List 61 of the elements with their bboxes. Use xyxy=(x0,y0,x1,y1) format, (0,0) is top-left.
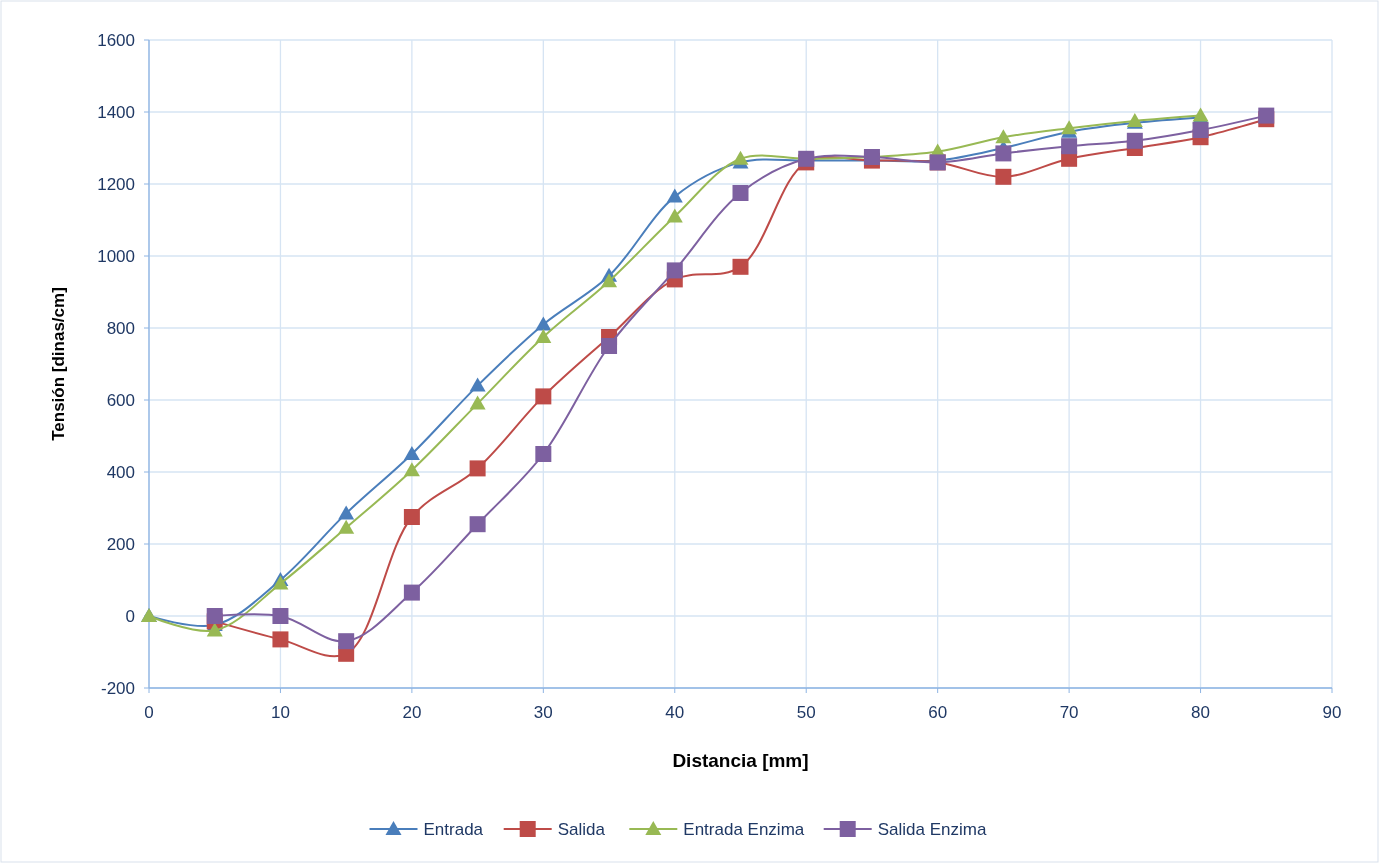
point xyxy=(601,338,618,354)
point xyxy=(206,622,223,637)
y-tick-label: 1600 xyxy=(97,30,135,50)
point xyxy=(732,258,749,275)
point xyxy=(403,584,420,601)
legend-label: Entrada xyxy=(423,819,484,839)
point xyxy=(469,516,486,533)
point xyxy=(995,145,1012,162)
y-tick-label: 1000 xyxy=(97,246,135,266)
x-tick-label: 50 xyxy=(796,703,816,722)
point xyxy=(666,262,683,279)
x-tick-label: 10 xyxy=(270,703,290,722)
point xyxy=(272,575,289,590)
point xyxy=(206,608,223,624)
legend-label: Salida xyxy=(557,819,606,839)
y-tick-label: 1200 xyxy=(97,174,135,194)
point xyxy=(535,329,552,343)
point xyxy=(403,462,420,477)
x-tick-label: 60 xyxy=(928,703,948,722)
y-tick-label: -200 xyxy=(100,678,135,698)
x-tick-label: 70 xyxy=(1059,703,1079,722)
point xyxy=(535,316,552,331)
legend-label: Entrada Enzima xyxy=(683,819,805,839)
point xyxy=(666,208,683,223)
point xyxy=(469,377,486,392)
x-tick-label: 0 xyxy=(144,703,154,722)
point xyxy=(732,150,749,165)
point xyxy=(469,395,486,410)
point xyxy=(272,608,289,624)
point xyxy=(995,129,1012,144)
point xyxy=(1126,132,1143,149)
point xyxy=(666,188,683,203)
x-tick-label: 30 xyxy=(533,703,553,722)
point xyxy=(338,519,355,534)
y-tick-label: 200 xyxy=(106,534,135,554)
legend-label: Salida Enzima xyxy=(877,819,987,839)
x-tick-label: 40 xyxy=(665,703,685,722)
point xyxy=(403,446,420,460)
point xyxy=(272,631,289,648)
y-axis-title: Tensión [dinas/cm] xyxy=(49,287,68,441)
y-tick-label: 800 xyxy=(106,318,135,338)
point xyxy=(1258,107,1275,124)
point xyxy=(469,460,486,477)
x-tick-label: 80 xyxy=(1191,703,1211,722)
x-axis-title: Distancia [mm] xyxy=(672,750,809,771)
point xyxy=(338,633,355,650)
x-tick-label: 20 xyxy=(402,703,422,722)
point xyxy=(732,185,749,201)
y-tick-label: 0 xyxy=(125,606,135,626)
point xyxy=(535,446,552,462)
point xyxy=(1192,122,1209,138)
y-tick-label: 400 xyxy=(106,462,135,482)
point xyxy=(403,509,420,525)
point xyxy=(1061,138,1078,155)
point xyxy=(535,388,552,405)
y-tick-label: 1400 xyxy=(97,102,135,122)
point xyxy=(338,505,355,520)
y-tick-label: 600 xyxy=(106,390,135,410)
point xyxy=(995,168,1012,185)
point xyxy=(601,273,618,288)
x-tick-label: 90 xyxy=(1322,703,1342,722)
